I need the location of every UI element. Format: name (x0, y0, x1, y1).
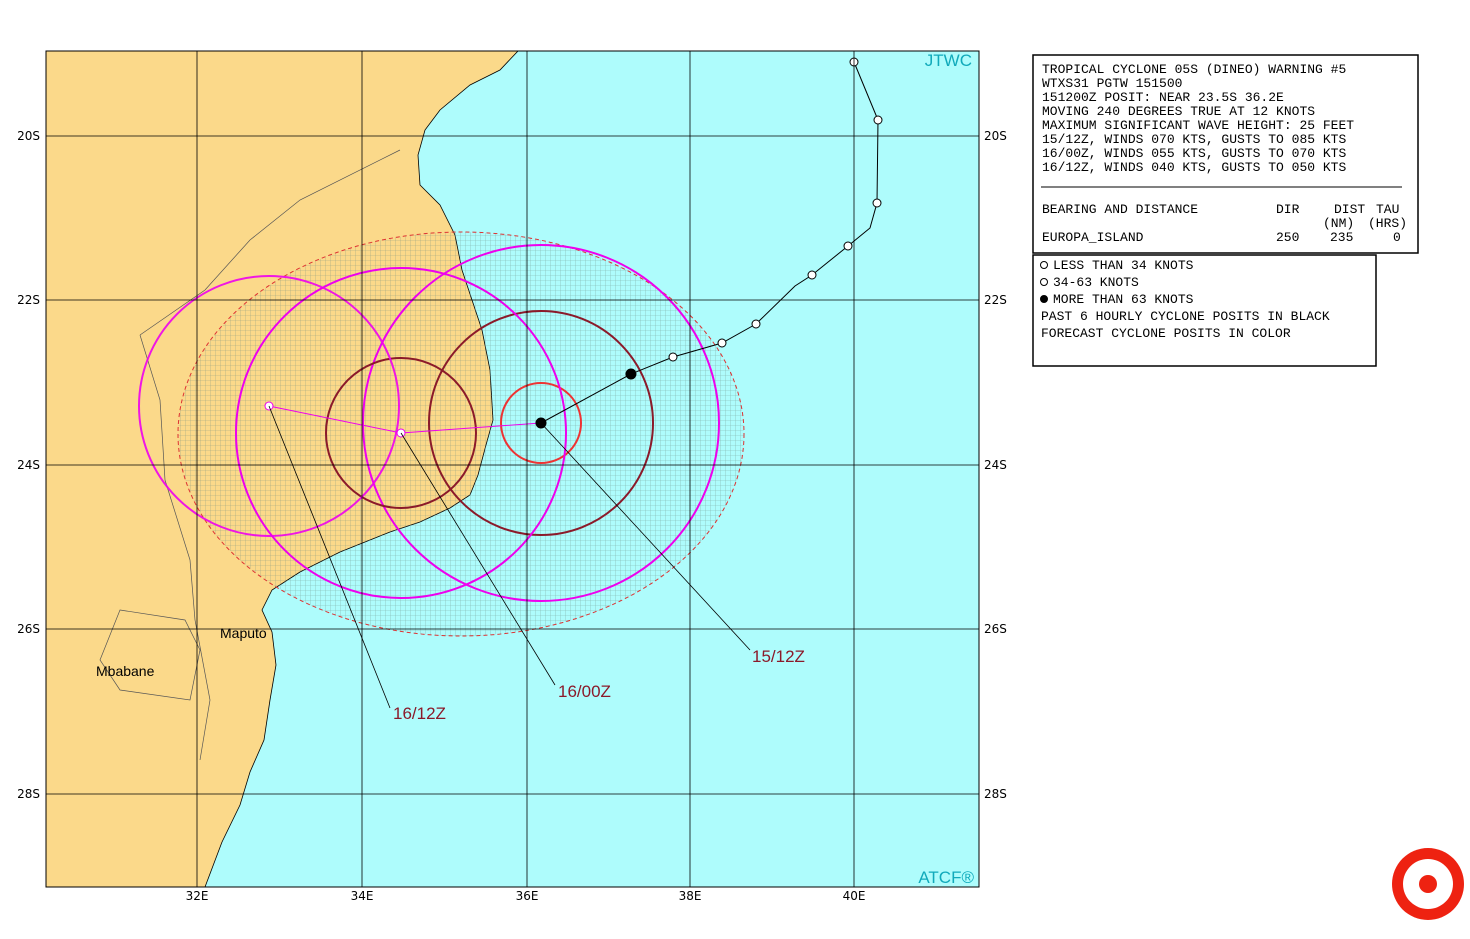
warning-line: WTXS31 PGTW 151500 (1042, 76, 1182, 91)
table-cell: 0 (1393, 230, 1401, 245)
legend-item: MORE THAN 63 KNOTS (1053, 292, 1194, 307)
jtwc-tag: JTWC (925, 51, 972, 70)
map: JTWC ATCF® Maputo Mbabane 15/12Z 16/00Z … (46, 51, 979, 887)
warning-line: MOVING 240 DEGREES TRUE AT 12 KNOTS (1042, 104, 1315, 119)
lat-label: 20S (984, 129, 1007, 143)
lat-label: 26S (984, 622, 1007, 636)
lon-label: 38E (679, 889, 702, 903)
lon-label: 36E (516, 889, 539, 903)
legend-item: LESS THAN 34 KNOTS (1053, 258, 1194, 273)
lon-label: 40E (843, 889, 866, 903)
lat-label: 22S (17, 293, 40, 307)
table-header: BEARING AND DISTANCE (1042, 202, 1198, 217)
table-header: DIST (1334, 202, 1365, 217)
table-cell: 235 (1330, 230, 1353, 245)
lat-label: 22S (984, 293, 1007, 307)
warning-line: 15/12Z, WINDS 070 KTS, GUSTS TO 085 KTS (1042, 132, 1346, 147)
wind-swath (177, 231, 745, 637)
table-unit: (NM) (1323, 216, 1354, 231)
legend-item: PAST 6 HOURLY CYCLONE POSITS IN BLACK (1041, 309, 1330, 324)
place-label: Mbabane (96, 663, 155, 679)
axis-labels: 20S 20S 22S 22S 24S 24S 26S 26S 28S 28S 32E 34E 36E 3… (17, 129, 1007, 903)
map-frame (45, 50, 980, 888)
lat-label: 24S (984, 458, 1007, 472)
warning-line: TROPICAL CYCLONE 05S (DINEO) WARNING #5 (1042, 62, 1346, 77)
past-track (540, 61, 879, 424)
table-unit: (HRS) (1368, 216, 1407, 231)
warning-line: MAXIMUM SIGNIFICANT WAVE HEIGHT: 25 FEET (1042, 118, 1354, 133)
warning-text: TROPICAL CYCLONE 05S (DINEO) WARNING #5W… (1042, 62, 1354, 175)
lat-label: 28S (17, 787, 40, 801)
lat-label: 28S (984, 787, 1007, 801)
table-header: TAU (1376, 202, 1399, 217)
forecast-leaders (268, 405, 751, 709)
table-header: DIR (1276, 202, 1300, 217)
wind-radii (138, 244, 720, 602)
graticule (46, 51, 979, 887)
table-cell: 250 (1276, 230, 1299, 245)
borders (99, 149, 401, 761)
warning-line: 16/00Z, WINDS 055 KTS, GUSTS TO 070 KTS (1042, 146, 1346, 161)
warning-line: 151200Z POSIT: NEAR 23.5S 36.2E (1042, 90, 1284, 105)
warning-line: 16/12Z, WINDS 040 KTS, GUSTS TO 050 KTS (1042, 160, 1346, 175)
atcf-tag: ATCF® (918, 868, 974, 887)
legend-text: LESS THAN 34 KNOTS 34-63 KNOTS MORE THAN 6… (1041, 258, 1330, 341)
lat-label: 26S (17, 622, 40, 636)
legend-item: 34-63 KNOTS (1053, 275, 1139, 290)
legend-item: FORECAST CYCLONE POSITS IN COLOR (1041, 326, 1291, 341)
forecast-label: 16/00Z (558, 682, 611, 701)
forecast-label: 15/12Z (752, 647, 805, 666)
legend-box (1032, 254, 1377, 367)
legend-symbols (1040, 261, 1048, 303)
place-label: Maputo (220, 625, 267, 641)
forecast-label: 16/12Z (393, 704, 446, 723)
lon-label: 32E (186, 889, 209, 903)
lat-label: 20S (17, 129, 40, 143)
jtwc-logo (1392, 848, 1464, 920)
table-cell: EUROPA_ISLAND (1042, 230, 1144, 245)
warning-box (1032, 54, 1419, 254)
bearing-table: BEARING AND DISTANCE DIR DIST TAU (NM) (… (1042, 202, 1407, 245)
lat-label: 24S (17, 458, 40, 472)
lon-label: 34E (351, 889, 374, 903)
